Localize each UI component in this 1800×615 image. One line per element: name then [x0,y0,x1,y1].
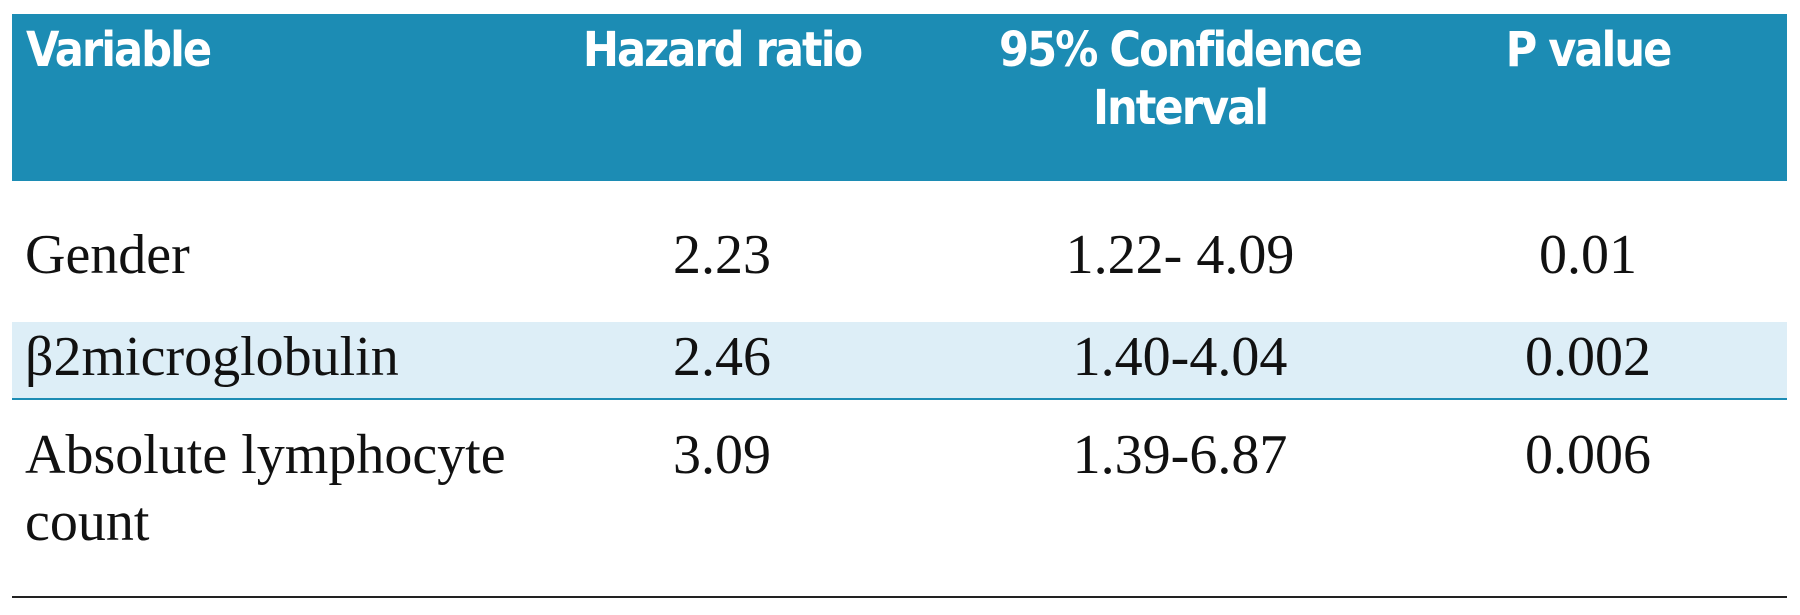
row-value: 1.39-6.87 [1072,424,1288,486]
row-label: Absolute lymphocyte count [25,424,506,554]
header-cell: Variable [26,22,212,78]
row-label: β2microglobulin [25,326,399,388]
header-band [12,14,1787,181]
bottom-rule [12,596,1787,598]
row-value: 1.22- 4.09 [1065,224,1295,286]
header-cell: Hazard ratio [582,22,863,78]
row-value: 2.23 [673,224,771,286]
row-value: 2.46 [673,326,771,388]
row-label: Gender [25,224,190,286]
row-value: 3.09 [673,424,771,486]
header-cell: P value [1505,22,1673,78]
row-value: 0.006 [1525,424,1651,486]
row-highlight [12,322,1787,400]
row-value: 0.002 [1525,326,1651,388]
row-value: 0.01 [1539,224,1637,286]
row-value: 1.40-4.04 [1072,326,1288,388]
header-cell: 95% Confidence Interval [999,22,1363,136]
